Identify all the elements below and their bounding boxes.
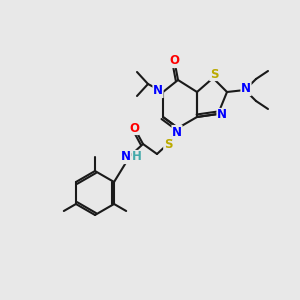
Text: N: N <box>241 82 251 95</box>
Text: O: O <box>169 55 179 68</box>
Text: S: S <box>210 68 218 80</box>
Text: N: N <box>217 109 227 122</box>
Text: H: H <box>132 151 142 164</box>
Text: S: S <box>164 137 172 151</box>
Text: N: N <box>121 151 131 164</box>
Text: O: O <box>129 122 139 134</box>
Text: N: N <box>172 125 182 139</box>
Text: N: N <box>153 85 163 98</box>
